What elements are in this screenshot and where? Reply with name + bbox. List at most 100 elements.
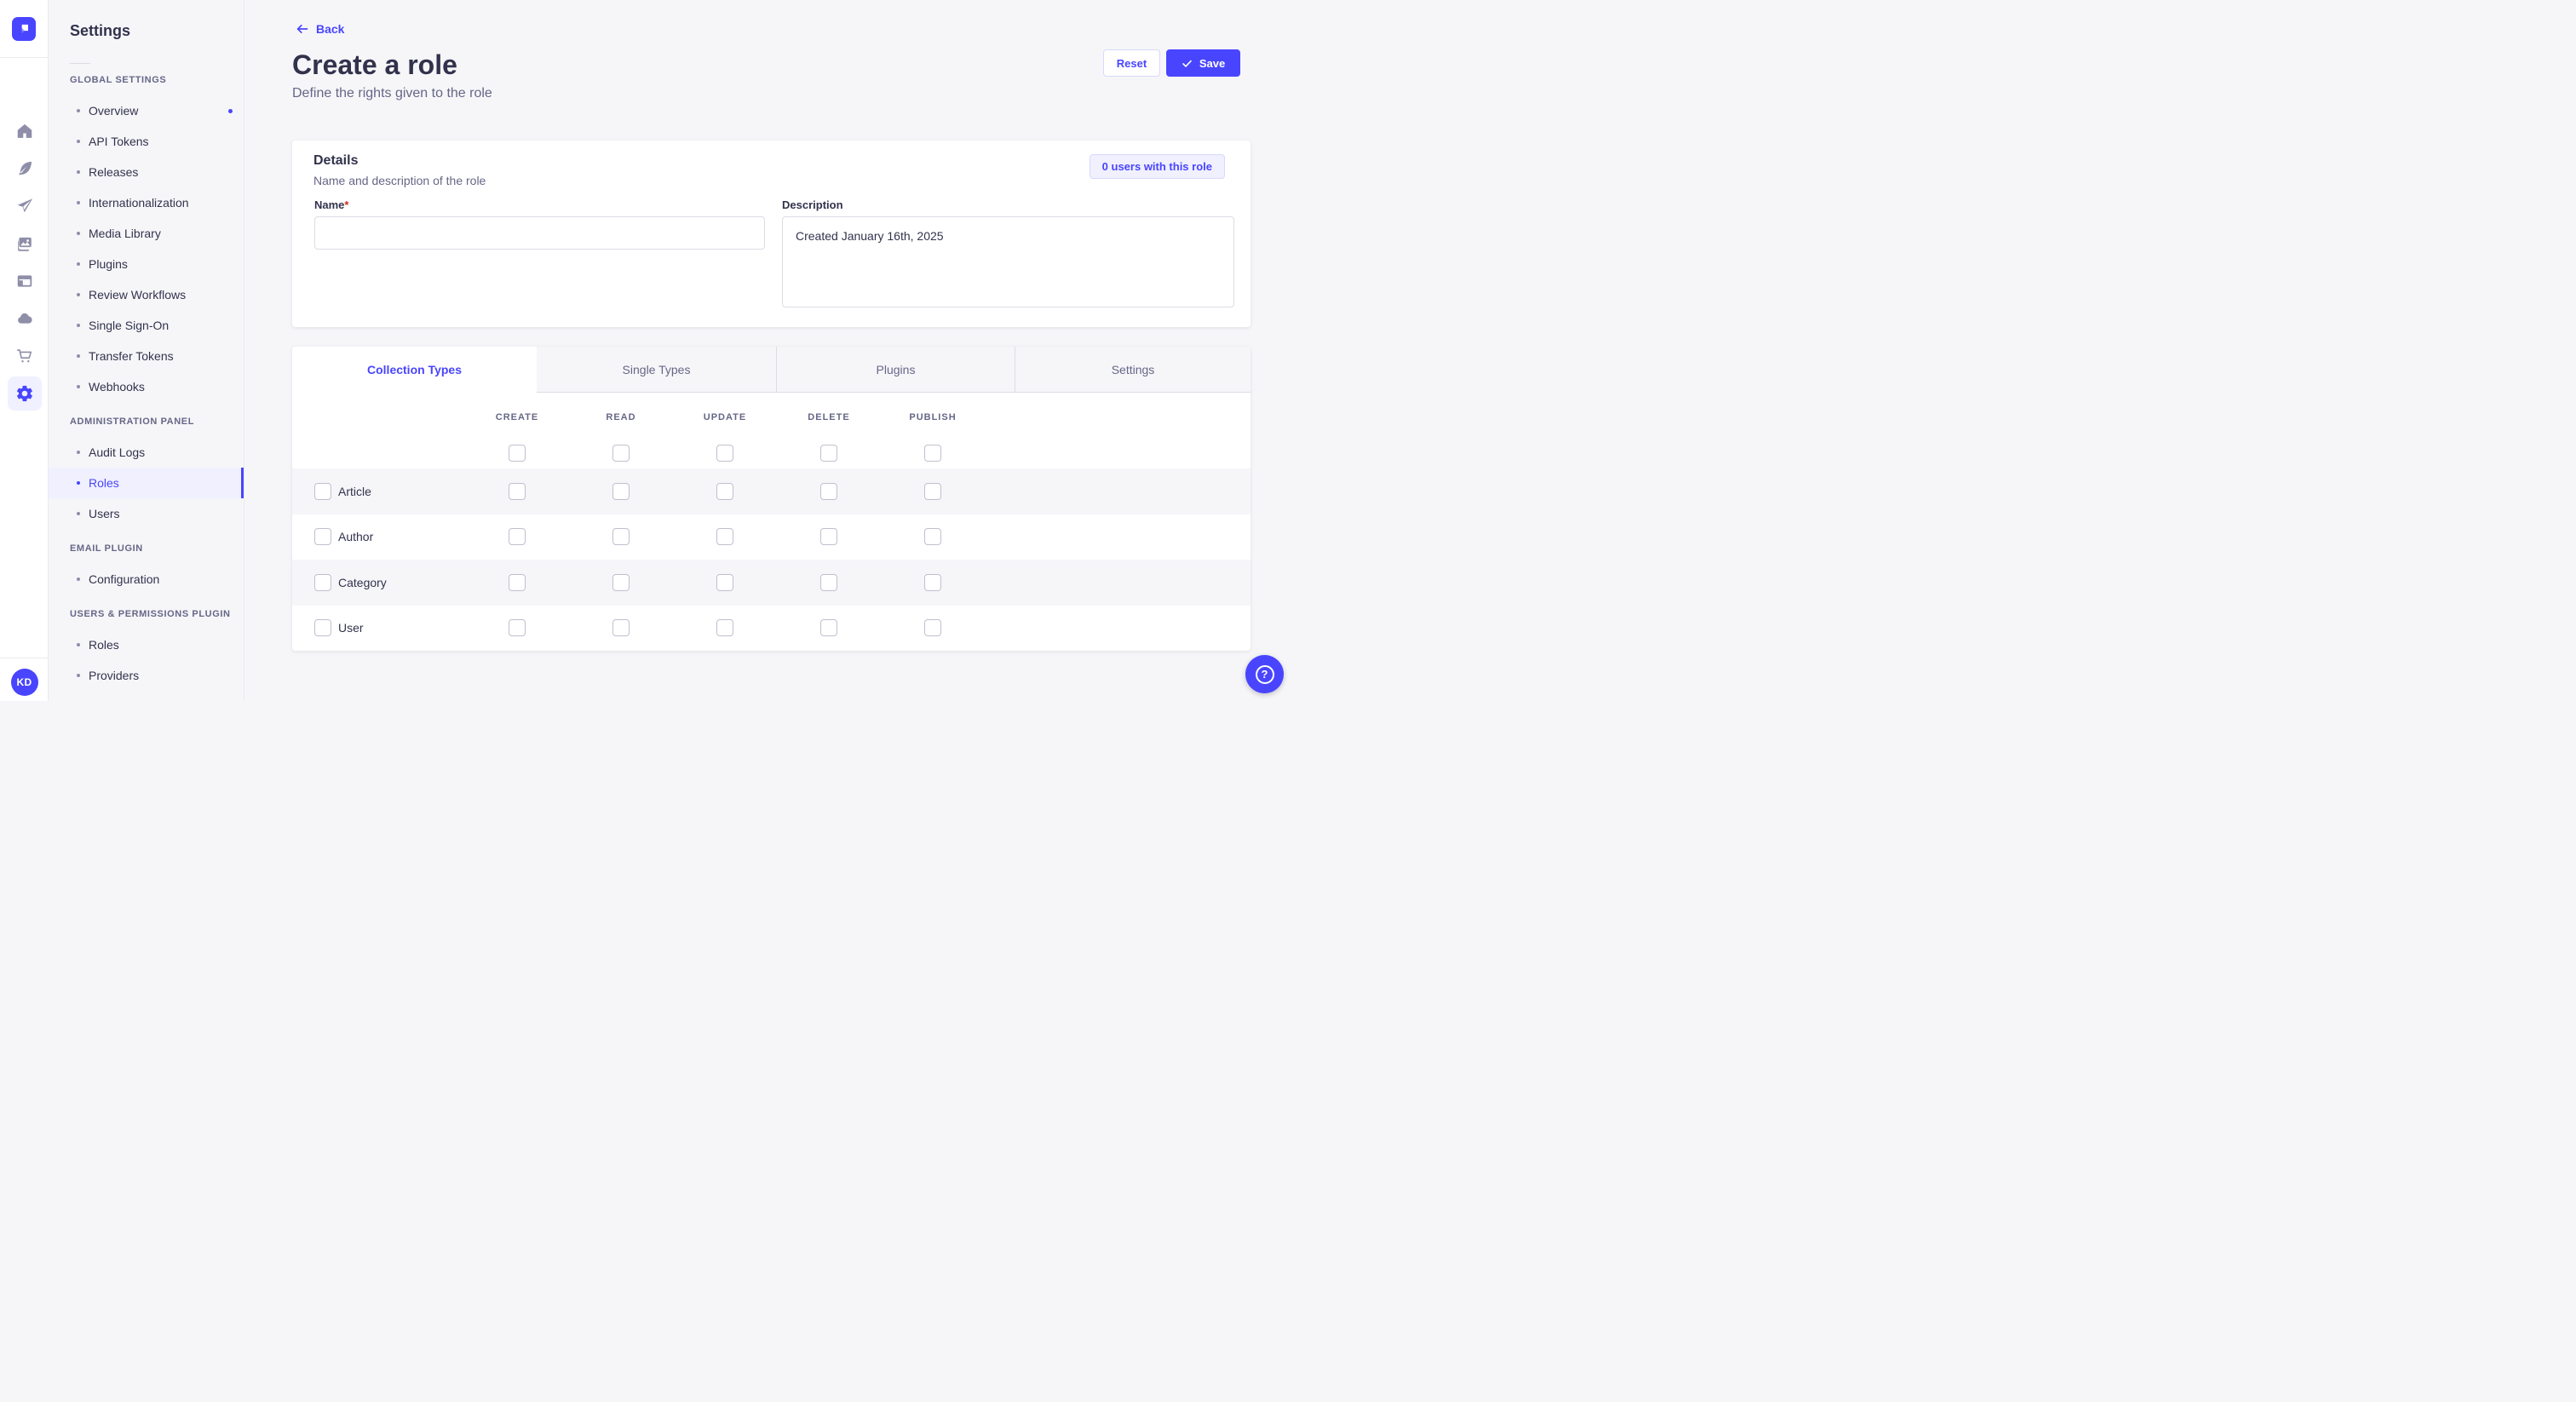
select-all-publish-checkbox[interactable]	[924, 445, 941, 462]
bullet-dot-icon	[77, 201, 80, 204]
logo-section	[0, 0, 48, 58]
row-select-checkbox-category[interactable]	[314, 573, 331, 591]
strapi-logo[interactable]	[12, 16, 36, 41]
user-create-checkbox[interactable]	[509, 619, 526, 636]
save-button[interactable]: Save	[1166, 49, 1240, 77]
tab-single-types[interactable]: Single Types	[537, 347, 776, 393]
category-publish-checkbox[interactable]	[924, 573, 941, 591]
main-nav-rail: KD	[0, 0, 49, 701]
tab-plugins[interactable]: Plugins	[776, 347, 1015, 393]
sidebar-item-roles[interactable]: Roles	[49, 468, 244, 498]
rail-item-gear[interactable]	[7, 376, 42, 411]
article-publish-checkbox[interactable]	[924, 482, 941, 500]
author-read-checkbox[interactable]	[612, 528, 630, 545]
rail-item-layout[interactable]	[11, 267, 38, 295]
category-create-checkbox[interactable]	[509, 573, 526, 591]
sidebar-item-overview[interactable]: Overview	[49, 95, 244, 126]
rail-item-cloud[interactable]	[11, 305, 38, 332]
row-select-checkbox-user[interactable]	[314, 619, 331, 636]
column-header-read: READ	[606, 412, 636, 422]
select-all-create-checkbox[interactable]	[509, 445, 526, 462]
reset-button[interactable]: Reset	[1103, 49, 1160, 77]
column-header-create: CREATE	[495, 412, 539, 422]
details-card: Details Name and description of the role…	[292, 141, 1251, 327]
rail-item-paper-plane[interactable]	[11, 192, 38, 220]
details-subtitle: Name and description of the role	[313, 174, 486, 187]
sidebar-item-audit-logs[interactable]: Audit Logs	[49, 437, 244, 468]
sidebar-item-plugins[interactable]: Plugins	[49, 249, 244, 279]
article-update-checkbox[interactable]	[716, 482, 733, 500]
rail-item-feather[interactable]	[11, 155, 38, 182]
media-library-icon	[15, 234, 34, 253]
sidebar-nav: GLOBAL SETTINGS Overview API Tokens Release…	[49, 75, 244, 691]
rail-item-home[interactable]	[11, 118, 38, 145]
sidebar-item-label: Internationalization	[89, 196, 189, 210]
sidebar-item-label: Webhooks	[89, 380, 145, 394]
user-delete-checkbox[interactable]	[820, 619, 837, 636]
select-all-update-checkbox[interactable]	[716, 445, 733, 462]
tab-settings[interactable]: Settings	[1015, 347, 1251, 393]
sidebar-item-label: Releases	[89, 165, 139, 179]
avatar[interactable]: KD	[10, 669, 38, 696]
sidebar-item-api-tokens[interactable]: API Tokens	[49, 126, 244, 157]
help-question-icon: ?	[1255, 664, 1274, 684]
description-textarea[interactable]	[782, 216, 1234, 307]
sidebar-item-webhooks[interactable]: Webhooks	[49, 371, 244, 402]
bullet-dot-icon	[77, 512, 80, 515]
row-select-checkbox-author[interactable]	[314, 528, 331, 545]
user-publish-checkbox[interactable]	[924, 619, 941, 636]
help-button[interactable]: ?	[1245, 655, 1284, 693]
user-read-checkbox[interactable]	[612, 619, 630, 636]
article-create-checkbox[interactable]	[509, 482, 526, 500]
bullet-dot-icon	[77, 170, 80, 174]
author-create-checkbox[interactable]	[509, 528, 526, 545]
sidebar-section-header: ADMINISTRATION PANEL	[70, 417, 195, 427]
rail-item-media-library[interactable]	[11, 230, 38, 257]
rail-item-cart[interactable]	[11, 342, 38, 370]
author-delete-checkbox[interactable]	[820, 528, 837, 545]
author-update-checkbox[interactable]	[716, 528, 733, 545]
sidebar-item-roles[interactable]: Roles	[49, 629, 244, 660]
sidebar-item-users[interactable]: Users	[49, 498, 244, 529]
sidebar-divider	[70, 63, 90, 64]
article-delete-checkbox[interactable]	[820, 482, 837, 500]
sidebar-item-label: Overview	[89, 104, 139, 118]
notification-dot	[228, 108, 233, 113]
author-publish-checkbox[interactable]	[924, 528, 941, 545]
bullet-dot-icon	[77, 481, 80, 485]
sidebar-item-releases[interactable]: Releases	[49, 157, 244, 187]
main-content: Back Create a role Define the rights giv…	[245, 0, 1288, 701]
sidebar-item-single-sign-on[interactable]: Single Sign-On	[49, 310, 244, 341]
sidebar-section-list: Roles Providers	[49, 629, 244, 691]
select-all-delete-checkbox[interactable]	[820, 445, 837, 462]
sidebar-item-configuration[interactable]: Configuration	[49, 564, 244, 595]
sidebar-item-transfer-tokens[interactable]: Transfer Tokens	[49, 341, 244, 371]
bullet-dot-icon	[77, 674, 80, 677]
sidebar-section-list: Configuration	[49, 564, 244, 595]
sidebar-item-review-workflows[interactable]: Review Workflows	[49, 279, 244, 310]
table-row-article: Article	[292, 468, 1251, 514]
sidebar-item-internationalization[interactable]: Internationalization	[49, 187, 244, 218]
category-delete-checkbox[interactable]	[820, 573, 837, 591]
category-update-checkbox[interactable]	[716, 573, 733, 591]
required-asterisk: *	[344, 198, 349, 211]
select-all-read-checkbox[interactable]	[612, 445, 630, 462]
tab-collection-types[interactable]: Collection Types	[292, 347, 537, 393]
sidebar-section-header: USERS & PERMISSIONS PLUGIN	[70, 609, 231, 619]
name-input[interactable]	[314, 216, 765, 250]
user-update-checkbox[interactable]	[716, 619, 733, 636]
permissions-tabs: Collection Types Single Types Plugins Setti…	[292, 347, 1251, 393]
article-read-checkbox[interactable]	[612, 482, 630, 500]
sidebar-item-label: Roles	[89, 638, 119, 652]
users-with-role-button[interactable]: 0 users with this role	[1089, 154, 1225, 179]
cloud-icon	[15, 309, 34, 328]
sidebar-item-media-library[interactable]: Media Library	[49, 218, 244, 249]
category-read-checkbox[interactable]	[612, 573, 630, 591]
sidebar-item-label: Single Sign-On	[89, 319, 170, 332]
page-title: Create a role	[292, 49, 457, 80]
row-select-checkbox-article[interactable]	[314, 482, 331, 500]
sidebar-item-providers[interactable]: Providers	[49, 660, 244, 691]
back-link[interactable]: Back	[296, 22, 344, 36]
bullet-dot-icon	[77, 109, 80, 112]
table-row-category: Category	[292, 560, 1251, 606]
